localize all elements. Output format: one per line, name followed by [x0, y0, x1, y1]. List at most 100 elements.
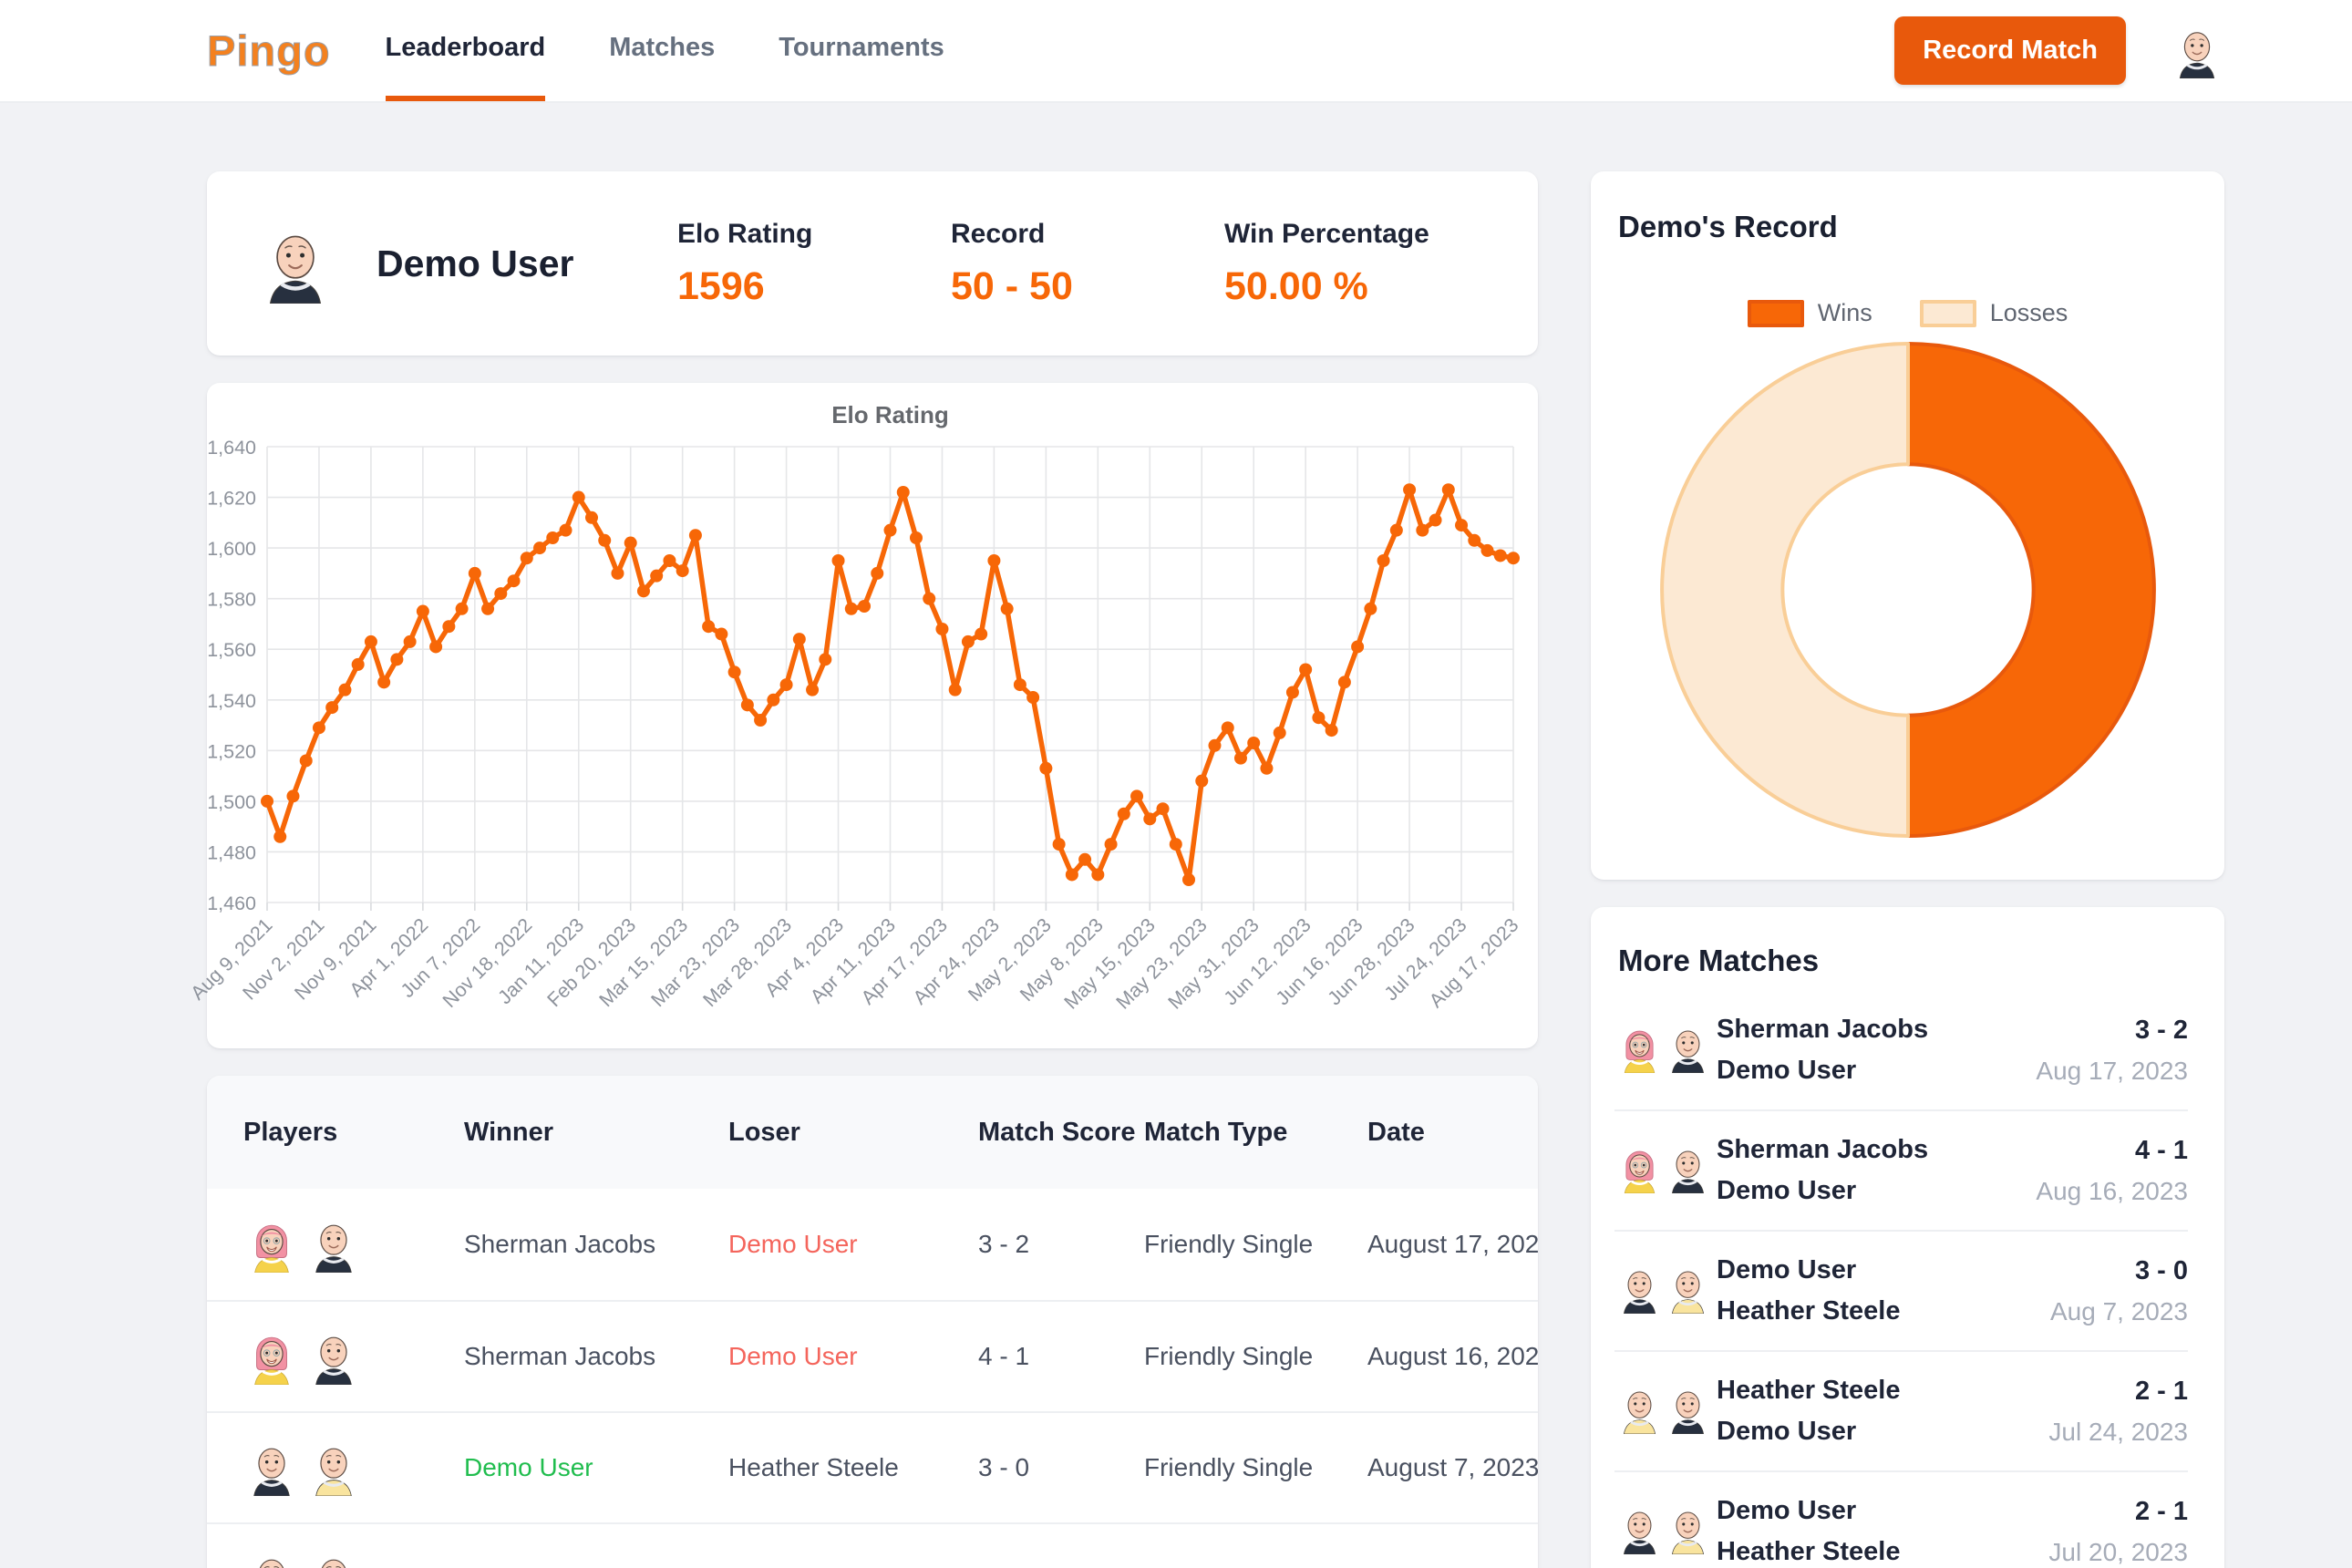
data-point	[1169, 838, 1182, 851]
data-point	[740, 698, 754, 712]
chart-title: Elo Rating	[831, 401, 949, 428]
loser-name: Demo User	[728, 1230, 858, 1258]
chart-gridlines	[266, 446, 1514, 911]
data-point	[844, 602, 858, 615]
data-point	[1221, 721, 1234, 735]
data-point	[1441, 483, 1455, 497]
data-point	[624, 536, 637, 550]
data-point	[1468, 533, 1481, 547]
data-point	[1065, 868, 1078, 882]
loser-name: Demo User	[728, 1342, 858, 1370]
match-score: 2 - 1	[978, 1564, 1144, 1568]
stat-label: Win Percentage	[1224, 218, 1429, 249]
app-logo[interactable]: Pingo	[207, 26, 331, 76]
data-point	[688, 529, 702, 542]
record-donut-card: Demo's Record Wins Losses	[1591, 171, 2224, 880]
data-point	[1325, 724, 1338, 738]
profile-card: Demo User Elo Rating 1596 Record 50 - 50 Win…	[207, 171, 1538, 356]
profile-name: Demo User	[377, 242, 574, 284]
data-point	[1299, 663, 1313, 676]
winner-name: Sherman Jacobs	[464, 1230, 656, 1258]
data-point	[831, 554, 845, 567]
more-matches-card: More Matches Sherman Jacobs Demo User 3 - …	[1591, 907, 2224, 1568]
data-point	[338, 683, 352, 696]
data-point	[1143, 812, 1157, 826]
match-avatars	[1614, 1023, 1717, 1078]
demo-avatar	[305, 1216, 362, 1274]
match-date: August 16, 2023	[1367, 1342, 1538, 1370]
y-axis-tick-label: 1,520	[207, 740, 256, 762]
more-match-item[interactable]: Demo User Heather Steele 3 - 0 Aug 7, 2023	[1614, 1232, 2188, 1352]
wins-losses-donut-chart	[1659, 342, 2156, 838]
y-axis-tick-label: 1,460	[207, 892, 256, 914]
losses-slice[interactable]	[1659, 342, 1910, 838]
data-point	[1247, 737, 1261, 749]
more-match-item[interactable]: Sherman Jacobs Demo User 3 - 2 Aug 17, 2023	[1614, 991, 2188, 1111]
data-point	[1130, 789, 1144, 803]
data-point	[819, 653, 832, 666]
data-point	[883, 523, 897, 537]
tab-matches[interactable]: Matches	[609, 33, 716, 62]
column-header-match-type: Match Type	[1144, 1117, 1288, 1147]
data-point	[1013, 678, 1026, 692]
tab-tournaments[interactable]: Tournaments	[779, 33, 944, 62]
more-match-item[interactable]: Sherman Jacobs Demo User 4 - 1 Aug 16, 2023	[1614, 1111, 2188, 1232]
legend-wins[interactable]: Wins	[1747, 299, 1872, 327]
data-point	[1260, 761, 1274, 775]
match-score: 4 - 1	[978, 1342, 1030, 1370]
data-point	[1000, 602, 1014, 615]
data-point	[636, 584, 650, 598]
data-point	[948, 683, 962, 696]
match-date: Jul 24, 2023	[2048, 1417, 2188, 1446]
record-match-button[interactable]: Record Match	[1894, 16, 2126, 85]
user-avatar[interactable]	[2170, 24, 2224, 78]
match-date: August 7, 2023	[1367, 1453, 1538, 1481]
more-match-item[interactable]: Demo User Heather Steele 2 - 1 Jul 20, 2023	[1614, 1472, 2188, 1568]
data-point	[1233, 751, 1247, 765]
elo-chart-card: 1,460 1,480 1,500 1,520 1,540 1,560 1,580 1,600…	[187, 383, 1538, 1048]
stat-record: Record 50 - 50	[951, 219, 1224, 309]
data-point	[1377, 554, 1390, 567]
legend-losses[interactable]: Losses	[1919, 299, 2068, 327]
wins-slice[interactable]	[1905, 342, 2156, 838]
table-header-row: Players Winner Loser Match Score Match Type D…	[207, 1076, 1538, 1189]
table-row[interactable]: Sherman Jacobs Demo User 4 - 1 Friendly Sin…	[207, 1300, 1538, 1411]
data-point	[559, 523, 573, 537]
data-point	[468, 566, 481, 580]
data-point	[858, 600, 872, 613]
match-avatars	[1614, 1143, 1717, 1198]
match-date: Jul 20, 2023	[2048, 1537, 2188, 1566]
loser-name: Heather Steele	[1717, 1296, 1901, 1326]
data-point	[650, 569, 664, 583]
column-header-loser: Loser	[728, 1117, 800, 1147]
tab-leaderboard[interactable]: Leaderboard	[385, 0, 546, 101]
match-score: 2 - 1	[2134, 1496, 2188, 1526]
match-score: 3 - 2	[978, 1230, 1030, 1258]
data-point	[1493, 549, 1507, 562]
data-point	[1208, 738, 1222, 752]
stat-elo-rating: Elo Rating 1596	[677, 219, 951, 309]
data-point	[1039, 761, 1053, 775]
more-match-item[interactable]: Heather Steele Demo User 2 - 1 Jul 24, 2023	[1614, 1352, 2188, 1472]
data-point	[584, 511, 598, 524]
y-axis-tick-label: 1,480	[207, 841, 256, 863]
heather-avatar	[243, 1551, 300, 1568]
data-point	[1156, 802, 1170, 816]
y-axis-tick-label: 1,600	[207, 538, 256, 560]
data-point	[1104, 838, 1118, 851]
elo-rating-line-chart: 1,460 1,480 1,500 1,520 1,540 1,560 1,580 1,600…	[187, 401, 1523, 1014]
table-row[interactable]: Demo User Heather Steele 3 - 0 Friendly Sin…	[207, 1411, 1538, 1522]
players-avatars	[243, 1551, 464, 1568]
winner-name: Demo User	[1717, 1255, 1857, 1284]
data-point	[351, 657, 365, 671]
data-point	[715, 627, 728, 641]
x-axis-tick-label: May 31, 2023	[1164, 914, 1264, 1014]
heather-avatar	[1614, 1384, 1665, 1435]
more-matches-list: Sherman Jacobs Demo User 3 - 2 Aug 17, 2023…	[1614, 991, 2188, 1568]
stat-win-percentage: Win Percentage 50.00 %	[1224, 219, 1429, 309]
y-axis-tick-label: 1,540	[207, 690, 256, 712]
table-row[interactable]: Sherman Jacobs Demo User 3 - 2 Friendly Sin…	[207, 1189, 1538, 1300]
data-point	[533, 542, 547, 555]
data-point	[312, 721, 325, 735]
